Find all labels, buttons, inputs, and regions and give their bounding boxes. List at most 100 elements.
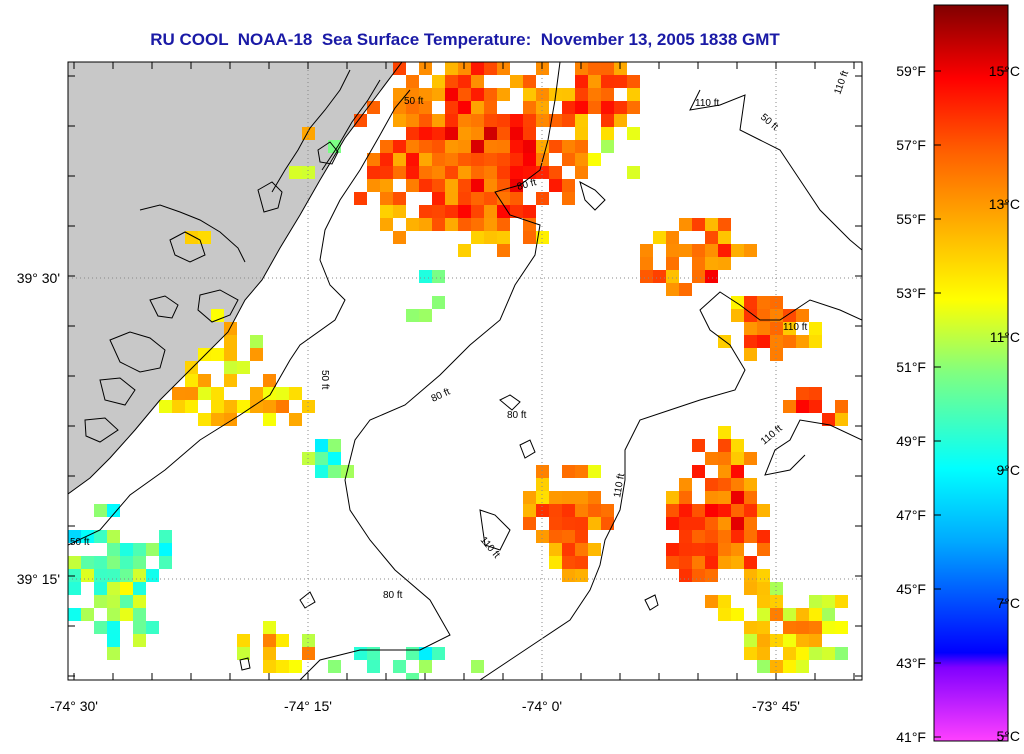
sst-cell [120, 543, 133, 556]
sst-cell [536, 114, 549, 127]
sst-cell [809, 322, 822, 335]
sst-cell [692, 257, 705, 270]
sst-cell [627, 127, 640, 140]
sst-cell [367, 166, 380, 179]
sst-cell [367, 179, 380, 192]
sst-cell [562, 140, 575, 153]
sst-cell [445, 218, 458, 231]
sst-cell [523, 153, 536, 166]
sst-cell [497, 127, 510, 140]
sst-cell [432, 153, 445, 166]
sst-cell [640, 270, 653, 283]
lon-label: -73° 45' [752, 698, 800, 714]
sst-cell [510, 127, 523, 140]
sst-cell [744, 452, 757, 465]
sst-cell [510, 75, 523, 88]
sst-cell [146, 543, 159, 556]
sst-cell [445, 62, 458, 75]
sst-cell [757, 309, 770, 322]
sst-cell [81, 530, 94, 543]
sst-cell [484, 140, 497, 153]
sst-cell [510, 114, 523, 127]
sst-cell [549, 517, 562, 530]
sst-cell [458, 88, 471, 101]
sst-cell [432, 205, 445, 218]
sst-cell [510, 205, 523, 218]
sst-cell [484, 192, 497, 205]
sst-cell [822, 595, 835, 608]
sst-cell [484, 179, 497, 192]
sst-cell [562, 504, 575, 517]
sst-cell [614, 114, 627, 127]
sst-cell [718, 452, 731, 465]
sst-cell [484, 88, 497, 101]
sst-cell [354, 647, 367, 660]
sst-cell [224, 348, 237, 361]
sst-cell [419, 179, 432, 192]
sst-cell [718, 595, 731, 608]
sst-cell [575, 101, 588, 114]
sst-cell [159, 556, 172, 569]
sst-cell [744, 244, 757, 257]
sst-cell [94, 595, 107, 608]
sst-cell [744, 530, 757, 543]
sst-cell [575, 114, 588, 127]
sst-cell [419, 647, 432, 660]
sst-cell [445, 127, 458, 140]
sst-cell [484, 127, 497, 140]
sst-cell [666, 517, 679, 530]
sst-cell [120, 556, 133, 569]
sst-cell [484, 231, 497, 244]
sst-cell [796, 387, 809, 400]
sst-cell [614, 75, 627, 88]
sst-cell [328, 660, 341, 673]
sst-cell [692, 465, 705, 478]
sst-cell [393, 166, 406, 179]
sst-cell [432, 166, 445, 179]
sst-cell [94, 621, 107, 634]
sst-cell [419, 101, 432, 114]
sst-cell [367, 660, 380, 673]
sst-cell [679, 478, 692, 491]
sst-cell [419, 270, 432, 283]
sst-cell [484, 62, 497, 75]
sst-cell [562, 569, 575, 582]
sst-cell [380, 153, 393, 166]
f-label: 53°F [896, 285, 926, 301]
sst-cell [497, 218, 510, 231]
sst-cell [601, 75, 614, 88]
sst-cell [458, 140, 471, 153]
sst-cell [731, 530, 744, 543]
sst-cell [796, 634, 809, 647]
sst-cell [783, 608, 796, 621]
sst-cell [302, 647, 315, 660]
sst-cell [744, 582, 757, 595]
sst-cell [289, 413, 302, 426]
sst-cell [575, 517, 588, 530]
sst-cell [549, 530, 562, 543]
sst-cell [237, 647, 250, 660]
sst-cell [497, 140, 510, 153]
sst-cell [757, 608, 770, 621]
sst-cell [276, 387, 289, 400]
sst-cell [302, 634, 315, 647]
sst-cell [666, 543, 679, 556]
c-label: 13°C [989, 196, 1020, 212]
sst-cell [315, 452, 328, 465]
sst-cell [133, 621, 146, 634]
c-label: 11°C [990, 329, 1020, 345]
sst-cell [471, 153, 484, 166]
sst-cell [133, 543, 146, 556]
sst-cell [757, 660, 770, 673]
sst-cell [523, 205, 536, 218]
sst-cell [575, 543, 588, 556]
sst-cell [627, 75, 640, 88]
c-label: 9°C [997, 462, 1021, 478]
sst-cell [549, 543, 562, 556]
sst-cell [757, 582, 770, 595]
sst-cell [432, 88, 445, 101]
sst-cell [783, 309, 796, 322]
sst-cell [432, 218, 445, 231]
sst-cell [562, 465, 575, 478]
sst-cell [523, 218, 536, 231]
